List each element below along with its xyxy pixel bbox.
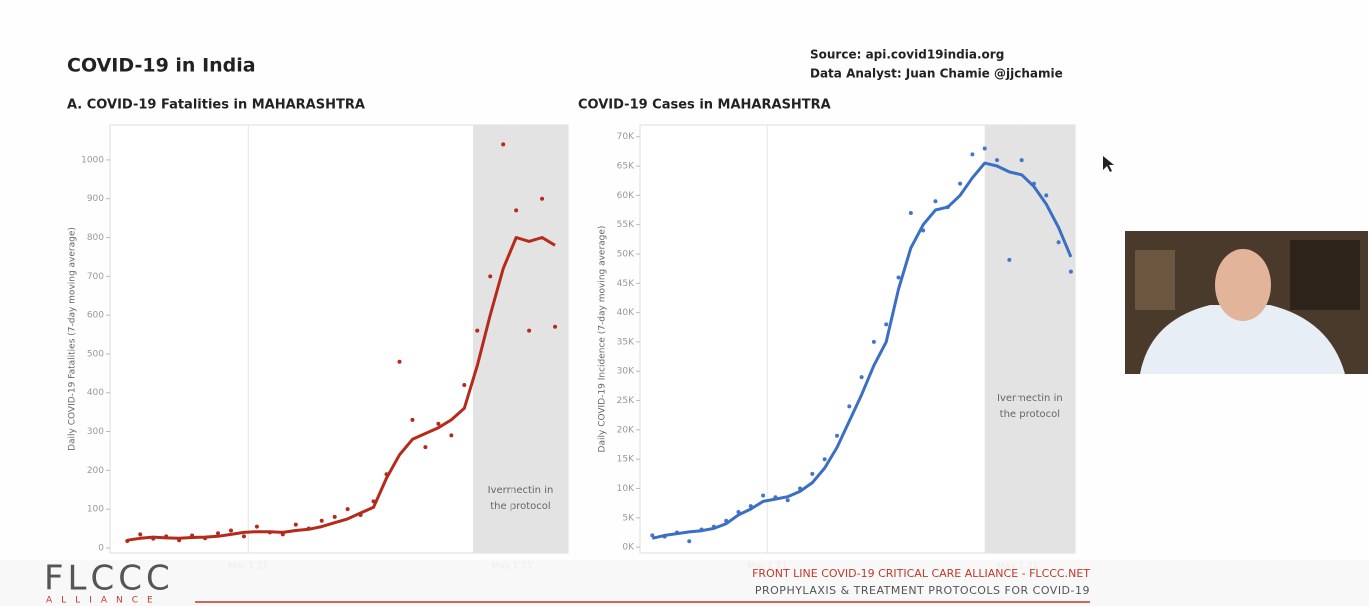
y-tick-label: 30K: [617, 367, 635, 377]
data-point: [1069, 270, 1073, 274]
shade-label: Ivermectin in: [488, 485, 554, 496]
logo: FLCCC: [44, 559, 174, 599]
data-point: [255, 525, 259, 529]
data-point: [333, 515, 337, 519]
y-tick-label: 5K: [622, 513, 635, 523]
data-point: [810, 472, 814, 476]
data-point: [527, 329, 531, 333]
y-tick-label: 0: [98, 543, 104, 553]
y-tick-label: 600: [87, 311, 104, 321]
data-point: [970, 152, 974, 156]
footer-bottom: PROPHYLAXIS & TREATMENT PROTOCOLS FOR CO…: [755, 584, 1090, 597]
y-tick-label: 40K: [617, 308, 635, 318]
shade-label: the protocol: [490, 501, 550, 512]
chart-title: COVID-19 Cases in MAHARASHTRA: [578, 98, 831, 113]
y-tick-label: 700: [87, 272, 104, 282]
data-point: [138, 532, 142, 536]
data-point: [786, 498, 790, 502]
data-point: [397, 360, 401, 364]
data-point: [1044, 193, 1048, 197]
data-point: [423, 445, 427, 449]
person-head: [1215, 249, 1271, 321]
shade: [985, 125, 1075, 553]
data-point: [540, 197, 544, 201]
y-tick-label: 65K: [617, 162, 635, 172]
data-point: [462, 383, 466, 387]
data-point: [514, 208, 518, 212]
data-point: [553, 325, 557, 329]
y-tick-label: 1000: [81, 155, 104, 165]
y-tick-label: 45K: [617, 279, 635, 289]
data-point: [884, 322, 888, 326]
data-point: [488, 274, 492, 278]
analyst: Data Analyst: Juan Chamie @jjchamie: [810, 67, 1063, 81]
footer-top: FRONT LINE COVID-19 CRITICAL CARE ALLIAN…: [752, 567, 1090, 580]
screen: COVID-19 in India Source: api.covid19ind…: [0, 0, 1369, 606]
data-point: [1020, 158, 1024, 162]
data-point: [835, 434, 839, 438]
footer-band: [0, 560, 1369, 606]
shade-label: the protocol: [1000, 409, 1060, 420]
data-point: [897, 275, 901, 279]
y-tick-label: 100: [87, 505, 104, 515]
y-tick-label: 900: [87, 194, 104, 204]
data-point: [995, 158, 999, 162]
y-tick-label: 10K: [617, 484, 635, 494]
data-point: [1007, 258, 1011, 262]
y-tick-label: 500: [87, 349, 104, 359]
y-tick-label: 0K: [622, 543, 635, 553]
y-tick-label: 300: [87, 427, 104, 437]
shelf: [1290, 240, 1360, 310]
data-point: [909, 211, 913, 215]
data-point: [872, 340, 876, 344]
data-point: [346, 507, 350, 511]
data-point: [320, 519, 324, 523]
y-tick-label: 20K: [617, 425, 635, 435]
chart-title: A. COVID-19 Fatalities in MAHARASHTRA: [67, 98, 365, 113]
data-point: [761, 494, 765, 498]
shade-label: Ivermectin in: [997, 393, 1063, 404]
data-point: [983, 146, 987, 150]
y-axis-label: Daily COVID-19 Incidence (7-day moving a…: [598, 226, 608, 453]
data-point: [860, 375, 864, 379]
data-point: [294, 523, 298, 527]
y-tick-label: 200: [87, 466, 104, 476]
picture: [1135, 250, 1175, 310]
source: Source: api.covid19india.org: [810, 48, 1004, 62]
data-point: [501, 142, 505, 146]
y-tick-label: 55K: [617, 220, 635, 230]
y-tick-label: 800: [87, 233, 104, 243]
data-point: [242, 534, 246, 538]
data-point: [229, 528, 233, 532]
data-point: [847, 404, 851, 408]
data-point: [475, 329, 479, 333]
data-point: [410, 418, 414, 422]
data-point: [823, 457, 827, 461]
y-tick-label: 15K: [617, 455, 635, 465]
y-tick-label: 50K: [617, 249, 635, 259]
y-tick-label: 35K: [617, 337, 635, 347]
y-tick-label: 70K: [617, 132, 635, 142]
data-point: [449, 433, 453, 437]
data-point: [933, 199, 937, 203]
data-point: [1057, 240, 1061, 244]
data-point: [958, 182, 962, 186]
y-tick-label: 400: [87, 388, 104, 398]
y-axis-label: Daily COVID-19 Fatalities (7-day moving …: [68, 227, 78, 451]
y-tick-label: 25K: [617, 396, 635, 406]
logo-sub: ALLIANCE: [46, 596, 162, 606]
data-point: [687, 539, 691, 543]
webcam: [1125, 231, 1368, 374]
y-tick-label: 60K: [617, 191, 635, 201]
page-title: COVID-19 in India: [67, 55, 256, 77]
